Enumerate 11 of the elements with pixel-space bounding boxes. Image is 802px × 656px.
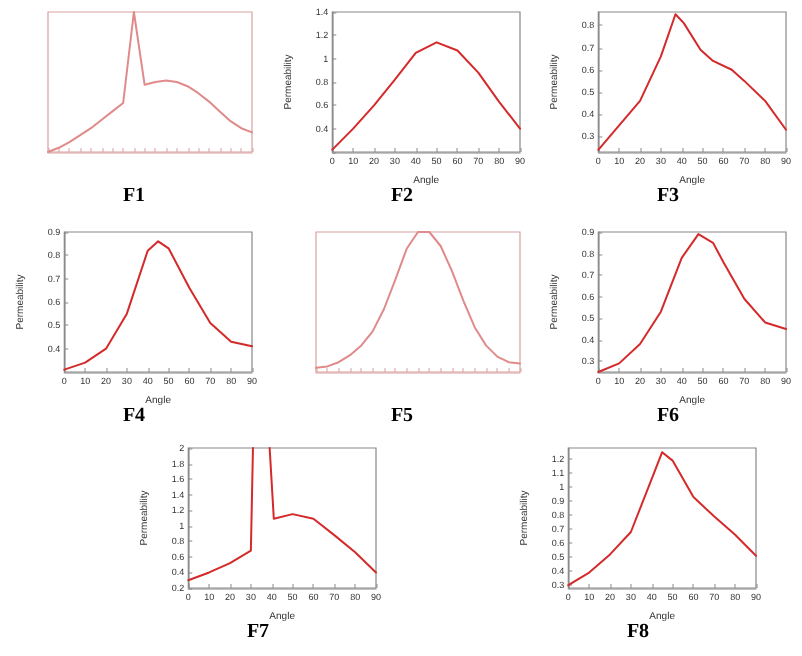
line-series (597, 13, 787, 151)
line-series (567, 451, 757, 587)
text: F8 (626, 621, 650, 643)
text: F5 (390, 405, 414, 427)
text: F1 (122, 185, 146, 207)
line-series (597, 233, 787, 373)
text: F7 (246, 621, 270, 643)
text: F6 (656, 405, 680, 427)
text: F2 (390, 185, 414, 207)
text: F3 (656, 185, 680, 207)
text: F4 (122, 405, 146, 427)
